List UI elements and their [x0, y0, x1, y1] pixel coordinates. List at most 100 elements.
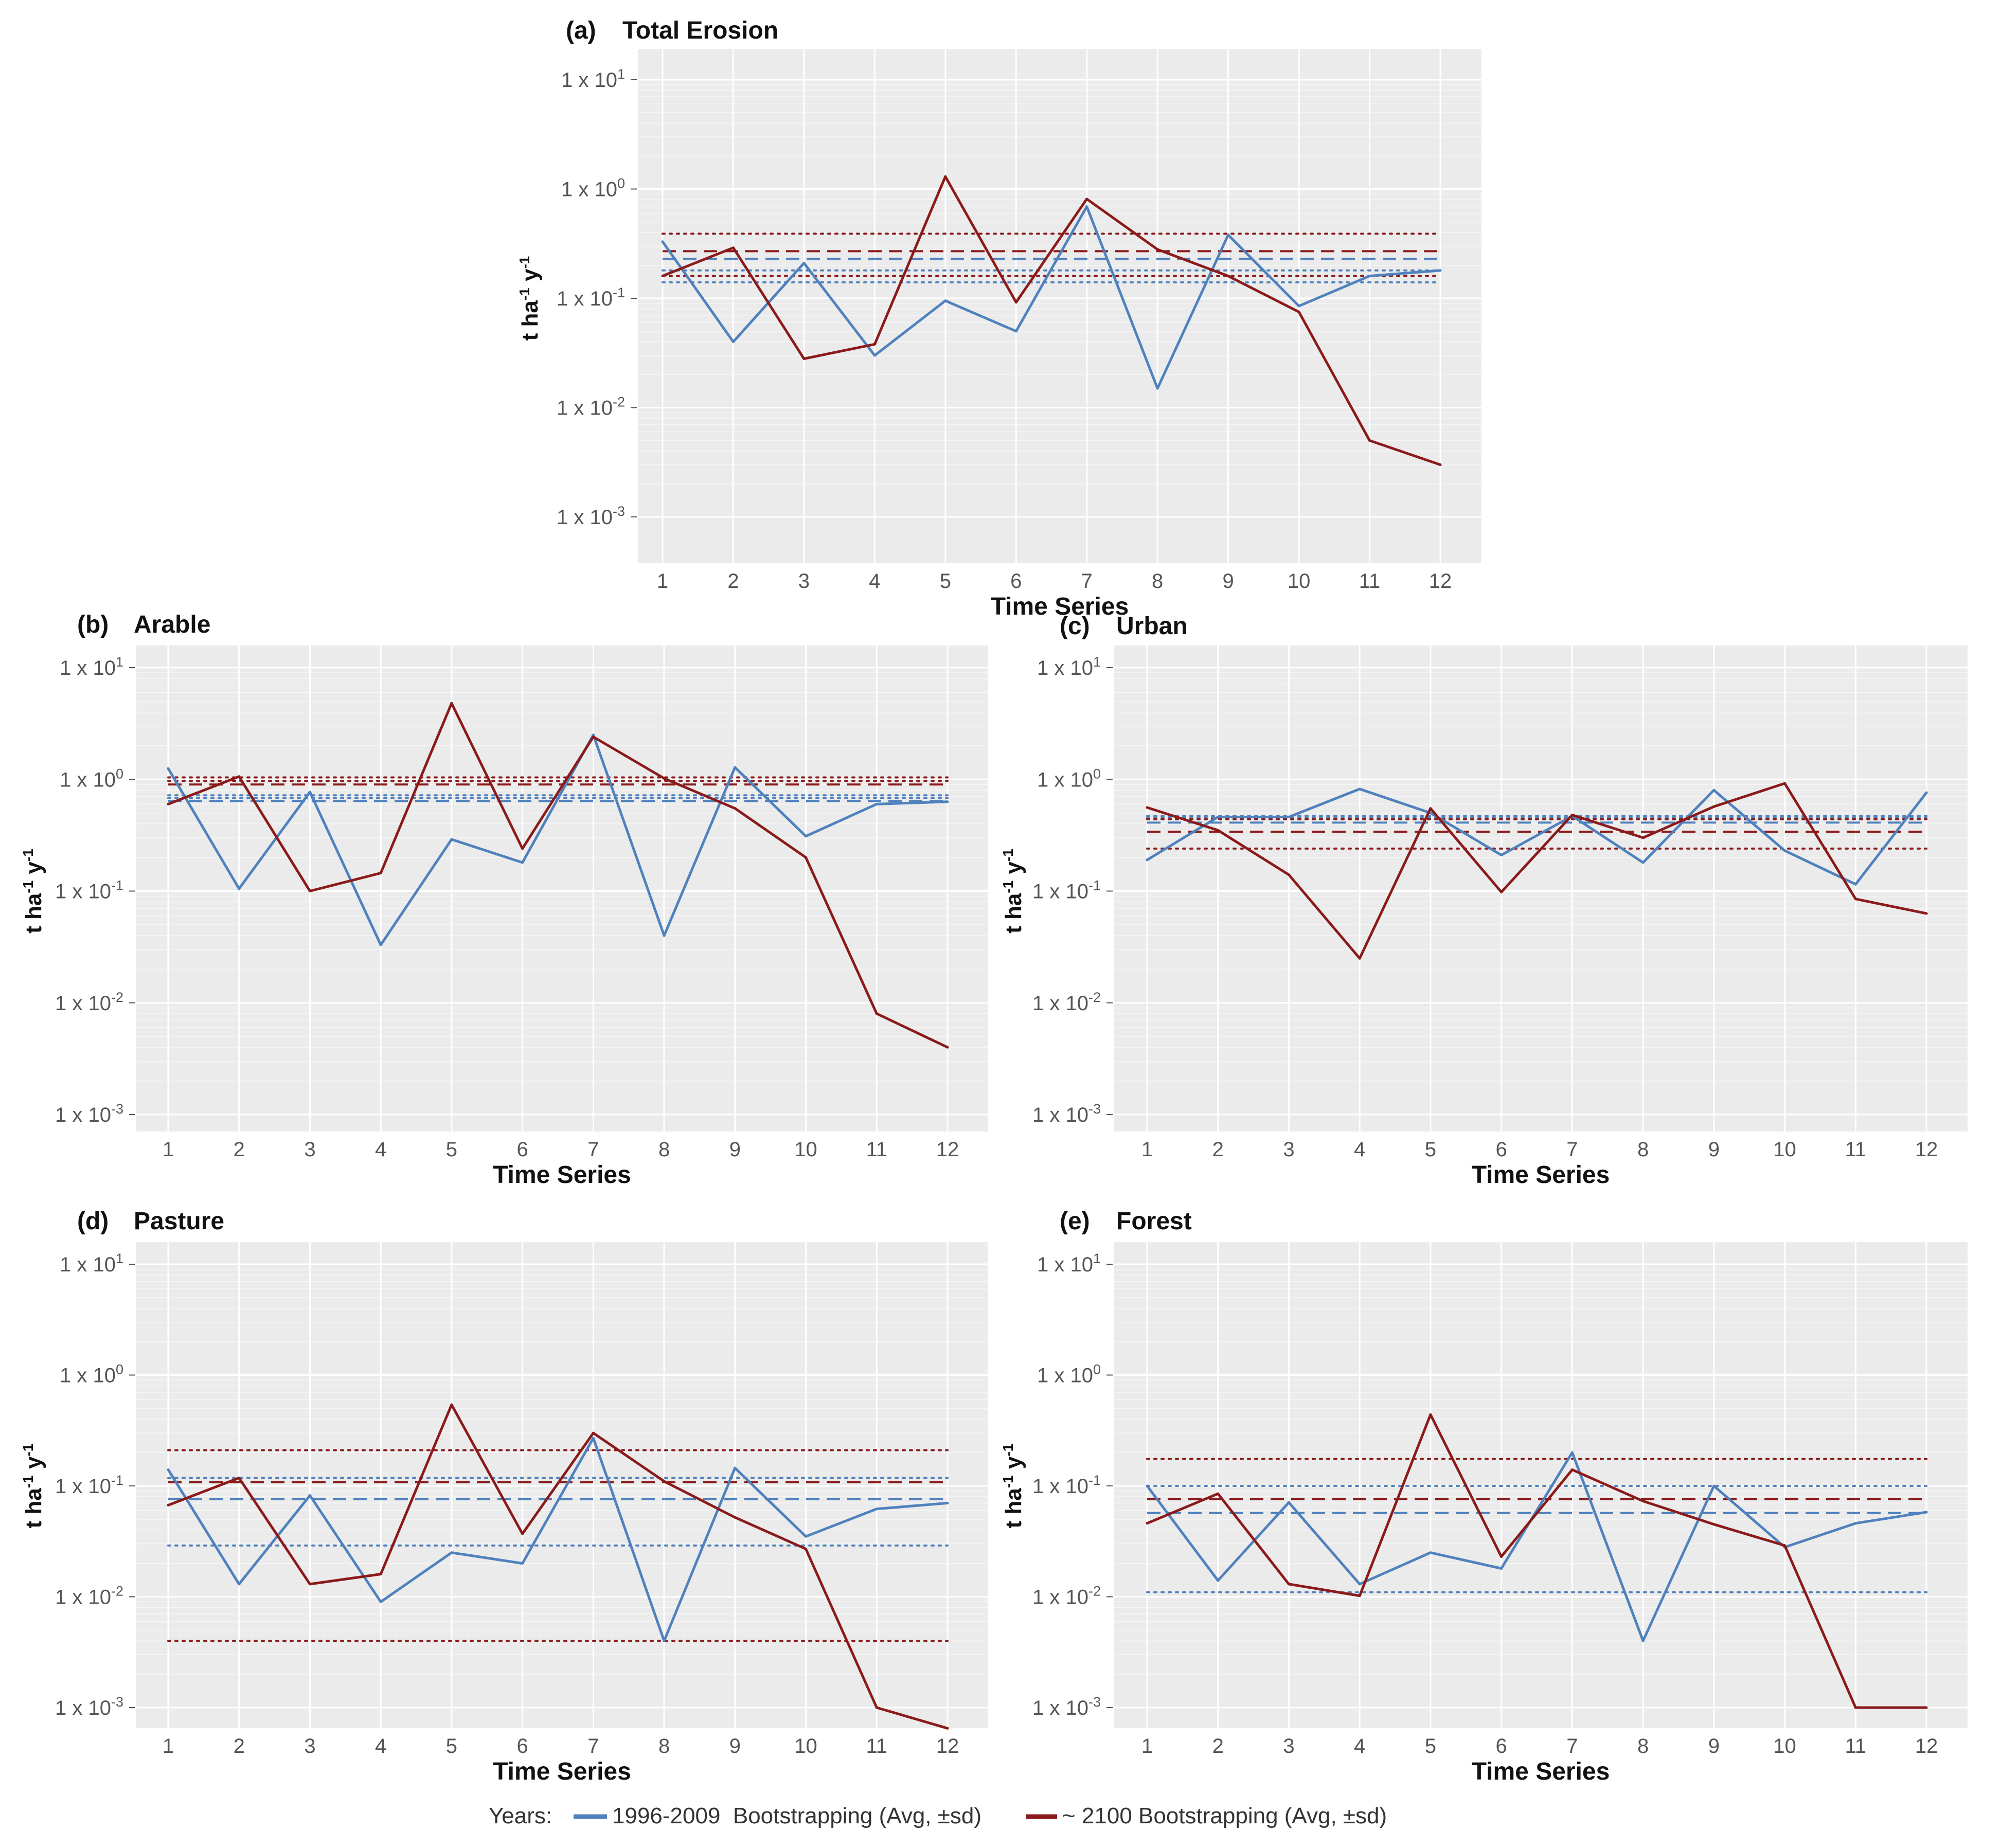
x-tick-label: 6 [517, 1138, 528, 1161]
x-axis-title: Time Series [1472, 1161, 1610, 1189]
data-point [1358, 1583, 1361, 1586]
x-tick-label: 5 [1425, 1138, 1436, 1161]
y-axis-title: t ha-1 y-1 [1000, 849, 1026, 934]
data-point [802, 357, 806, 360]
x-tick-label: 5 [1425, 1735, 1436, 1757]
data-point [1854, 883, 1857, 886]
plot-background [638, 49, 1481, 563]
data-point [1014, 330, 1017, 333]
x-tick-label: 3 [1283, 1735, 1294, 1757]
data-point [1358, 957, 1361, 960]
data-point [592, 733, 595, 737]
y-axis-title: t ha-1 y-1 [516, 256, 543, 341]
x-tick-label: 11 [866, 1735, 888, 1757]
data-point [167, 767, 170, 770]
data-point [1146, 1484, 1149, 1487]
x-tick-label: 5 [446, 1735, 457, 1757]
data-point [663, 777, 666, 780]
data-point [1217, 1492, 1220, 1495]
data-point [379, 871, 382, 874]
panel-letter: (b) [77, 611, 109, 638]
x-tick-label: 9 [1708, 1138, 1720, 1161]
data-point [663, 934, 666, 937]
y-tick-label: 1 x 10-3 [1032, 1694, 1101, 1719]
data-point [1429, 1413, 1432, 1416]
x-tick-label: 12 [1915, 1138, 1938, 1161]
y-tick-label: 1 x 10-2 [1032, 1584, 1101, 1609]
data-point [379, 1600, 382, 1603]
legend-label-2100: ~ 2100 Bootstrapping (Avg, ±sd) [1062, 1803, 1387, 1828]
panel-title: Pasture [134, 1208, 224, 1235]
x-tick-label: 3 [304, 1138, 315, 1161]
x-tick-label: 8 [1637, 1138, 1649, 1161]
plot-background [136, 645, 988, 1132]
data-point [731, 340, 735, 344]
x-tick-label: 6 [1010, 570, 1022, 593]
x-axis-title: Time Series [493, 1758, 631, 1785]
data-point [1146, 806, 1149, 809]
data-point [1641, 1499, 1645, 1502]
y-tick-label: 1 x 100 [561, 176, 625, 201]
y-tick-label: 1 x 100 [1037, 1362, 1101, 1387]
data-point [731, 246, 735, 249]
data-point [873, 354, 876, 357]
x-tick-label: 1 [1141, 1138, 1153, 1161]
y-tick-label: 1 x 100 [60, 1362, 123, 1387]
data-point [1500, 853, 1503, 856]
x-tick-label: 7 [1566, 1138, 1578, 1161]
data-point [805, 856, 808, 859]
y-axis-title: t ha-1 y-1 [20, 1444, 46, 1529]
x-tick-label: 11 [1845, 1138, 1867, 1161]
data-point [1500, 1555, 1503, 1558]
y-tick-label: 1 x 10-2 [55, 1584, 123, 1609]
data-point [1570, 1451, 1574, 1454]
x-tick-label: 6 [517, 1735, 528, 1757]
data-point [1146, 1522, 1149, 1525]
data-point [1287, 816, 1290, 819]
data-point [1712, 1484, 1716, 1487]
x-tick-label: 7 [1081, 570, 1093, 593]
data-point [734, 1466, 737, 1469]
data-point [238, 1477, 241, 1480]
data-point [379, 943, 382, 946]
data-point [805, 835, 808, 838]
series-line [167, 733, 948, 946]
data-point [1783, 849, 1787, 852]
x-tick-label: 1 [163, 1735, 174, 1757]
series-line [1146, 1451, 1927, 1642]
data-point [661, 275, 664, 278]
data-point [1227, 234, 1230, 237]
y-tick-label: 1 x 10-1 [1032, 878, 1101, 903]
data-point [1217, 829, 1220, 832]
series-line [168, 1403, 948, 1730]
data-point [1287, 873, 1290, 876]
data-point [1429, 807, 1432, 810]
data-point [450, 838, 453, 841]
data-point [1287, 1501, 1290, 1504]
data-point [1358, 787, 1361, 791]
data-point [1217, 1579, 1220, 1582]
x-tick-label: 12 [1915, 1735, 1938, 1757]
series-line [662, 175, 1441, 466]
data-point [1500, 890, 1503, 893]
x-tick-label: 4 [375, 1735, 386, 1757]
data-point [1439, 269, 1442, 272]
data-point [875, 1706, 878, 1709]
data-point [946, 1727, 949, 1730]
y-tick-label: 1 x 101 [1037, 1251, 1101, 1276]
x-tick-label: 8 [658, 1138, 670, 1161]
panel-letter: (a) [566, 17, 596, 44]
x-tick-label: 1 [163, 1138, 174, 1161]
data-point [450, 702, 453, 705]
data-point [1429, 1551, 1432, 1554]
data-point [1439, 463, 1442, 467]
panel-letter: (d) [77, 1208, 109, 1235]
data-point [1854, 1522, 1857, 1525]
data-point [450, 1551, 453, 1554]
x-tick-label: 1 [1141, 1735, 1153, 1757]
y-tick-label: 1 x 10-1 [55, 1473, 123, 1498]
data-point [1297, 304, 1300, 308]
